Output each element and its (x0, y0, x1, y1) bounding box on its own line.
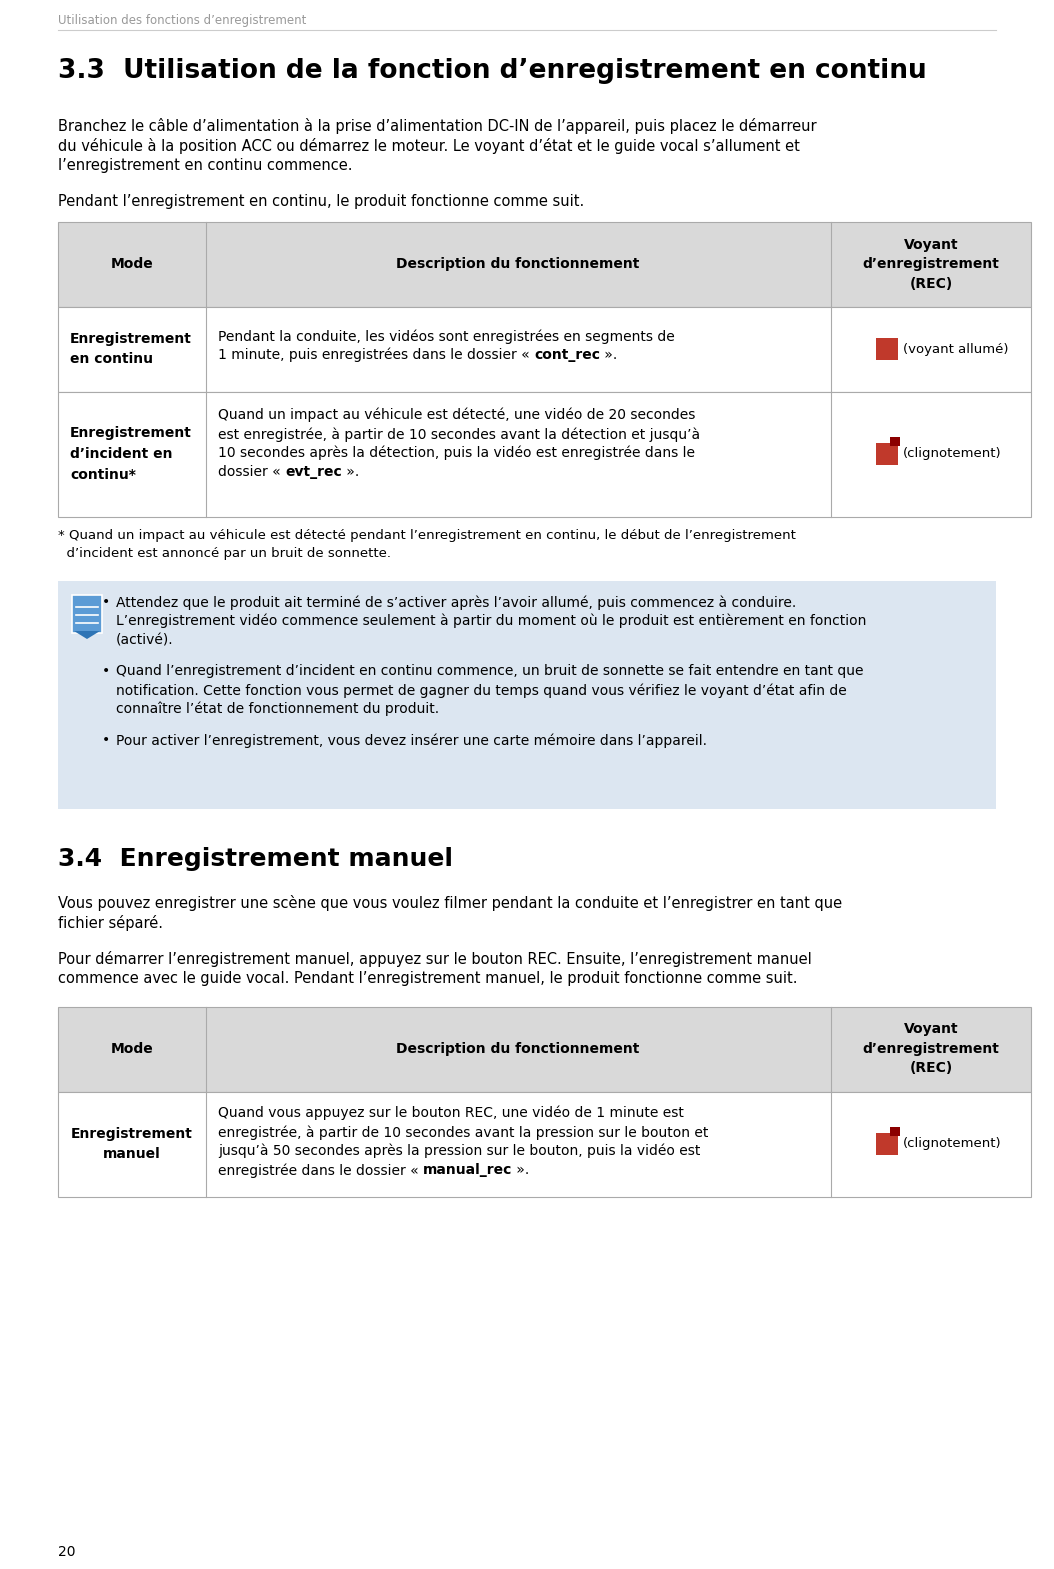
Text: commence avec le guide vocal. Pendant l’enregistrement manuel, le produit foncti: commence avec le guide vocal. Pendant l’… (58, 971, 798, 985)
Text: ».: ». (512, 1163, 529, 1177)
Text: 1 minute, puis enregistrées dans le dossier «: 1 minute, puis enregistrées dans le doss… (218, 348, 534, 362)
Text: 3.3  Utilisation de la fonction d’enregistrement en continu: 3.3 Utilisation de la fonction d’enregis… (58, 58, 926, 85)
Bar (58, 308, 1031, 392)
Text: ».: ». (341, 464, 359, 479)
Text: 3.4  Enregistrement manuel: 3.4 Enregistrement manuel (58, 847, 453, 871)
Text: l’enregistrement en continu commence.: l’enregistrement en continu commence. (58, 158, 352, 173)
Text: dossier «: dossier « (218, 464, 285, 479)
Text: 20: 20 (58, 1545, 76, 1560)
Text: Enregistrement
manuel: Enregistrement manuel (71, 1127, 193, 1161)
Text: ».: ». (600, 348, 618, 362)
Bar (58, 1092, 1031, 1197)
Bar (58, 581, 996, 810)
Text: Pendant la conduite, les vidéos sont enregistrées en segments de: Pendant la conduite, les vidéos sont enr… (218, 329, 675, 344)
Text: Quand l’enregistrement d’incident en continu commence, un bruit de sonnette se f: Quand l’enregistrement d’incident en con… (116, 664, 863, 678)
Text: •: • (102, 664, 111, 678)
Bar (58, 392, 1031, 518)
Text: (activé).: (activé). (116, 632, 174, 646)
Text: Description du fonctionnement: Description du fonctionnement (396, 257, 640, 271)
Text: Mode: Mode (111, 257, 154, 271)
Text: Vous pouvez enregistrer une scène que vous voulez filmer pendant la conduite et : Vous pouvez enregistrer une scène que vo… (58, 894, 842, 912)
Text: Pendant l’enregistrement en continu, le produit fonctionne comme suit.: Pendant l’enregistrement en continu, le … (58, 195, 584, 209)
Text: manual_rec: manual_rec (423, 1163, 512, 1177)
Bar (876, 337, 898, 359)
Text: Attendez que le produit ait terminé de s’activer après l’avoir allumé, puis comm: Attendez que le produit ait terminé de s… (116, 595, 796, 609)
Bar (58, 221, 1031, 308)
Text: cont_rec: cont_rec (534, 348, 600, 362)
Text: Branchez le câble d’alimentation à la prise d’alimentation DC-IN de l’appareil, : Branchez le câble d’alimentation à la pr… (58, 118, 817, 133)
Text: Voyant
d’enregistrement
(REC): Voyant d’enregistrement (REC) (862, 237, 999, 290)
Text: notification. Cette fonction vous permet de gagner du temps quand vous vérifiez : notification. Cette fonction vous permet… (116, 683, 846, 698)
Text: Pour activer l’enregistrement, vous devez insérer une carte mémoire dans l’appar: Pour activer l’enregistrement, vous deve… (116, 733, 707, 747)
Polygon shape (74, 631, 100, 639)
Text: jusqu’à 50 secondes après la pression sur le bouton, puis la vidéo est: jusqu’à 50 secondes après la pression su… (218, 1144, 700, 1158)
Text: enregistrée dans le dossier «: enregistrée dans le dossier « (218, 1163, 423, 1177)
Text: •: • (102, 595, 111, 609)
Text: connaître l’état de fonctionnement du produit.: connaître l’état de fonctionnement du pr… (116, 701, 440, 717)
Text: d’incident est annoncé par un bruit de sonnette.: d’incident est annoncé par un bruit de s… (58, 548, 391, 560)
Text: du véhicule à la position ACC ou démarrez le moteur. Le voyant d’état et le guid: du véhicule à la position ACC ou démarre… (58, 138, 800, 154)
Text: •: • (102, 733, 111, 747)
Bar (58, 1007, 1031, 1092)
Text: evt_rec: evt_rec (285, 464, 341, 479)
Text: est enregistrée, à partir de 10 secondes avant la détection et jusqu’à: est enregistrée, à partir de 10 secondes… (218, 427, 700, 441)
Bar (890, 1127, 900, 1136)
Text: Pour démarrer l’enregistrement manuel, appuyez sur le bouton REC. Ensuite, l’enr: Pour démarrer l’enregistrement manuel, a… (58, 951, 812, 967)
Text: 10 secondes après la détection, puis la vidéo est enregistrée dans le: 10 secondes après la détection, puis la … (218, 446, 695, 460)
Text: (clignotement): (clignotement) (903, 447, 1001, 460)
Bar (890, 438, 900, 446)
Text: Quand vous appuyez sur le bouton REC, une vidéo de 1 minute est: Quand vous appuyez sur le bouton REC, un… (218, 1106, 684, 1120)
Bar (72, 595, 102, 632)
Text: Utilisation des fonctions d’enregistrement: Utilisation des fonctions d’enregistreme… (58, 14, 307, 27)
Text: (clignotement): (clignotement) (903, 1138, 1001, 1150)
Text: Description du fonctionnement: Description du fonctionnement (396, 1042, 640, 1056)
Text: (voyant allumé): (voyant allumé) (903, 342, 1009, 356)
Text: Quand un impact au véhicule est détecté, une vidéo de 20 secondes: Quand un impact au véhicule est détecté,… (218, 408, 696, 422)
Text: L’enregistrement vidéo commence seulement à partir du moment où le produit est e: L’enregistrement vidéo commence seulemen… (116, 613, 866, 629)
Bar (876, 1133, 898, 1155)
Text: Mode: Mode (111, 1042, 154, 1056)
Bar (876, 442, 898, 464)
Text: Enregistrement
en continu: Enregistrement en continu (70, 331, 192, 366)
Text: enregistrée, à partir de 10 secondes avant la pression sur le bouton et: enregistrée, à partir de 10 secondes ava… (218, 1125, 708, 1139)
Text: * Quand un impact au véhicule est détecté pendant l’enregistrement en continu, l: * Quand un impact au véhicule est détect… (58, 529, 796, 541)
Text: Enregistrement
d’incident en
continu*: Enregistrement d’incident en continu* (70, 427, 192, 482)
Text: Voyant
d’enregistrement
(REC): Voyant d’enregistrement (REC) (862, 1023, 999, 1075)
Text: fichier séparé.: fichier séparé. (58, 915, 163, 930)
